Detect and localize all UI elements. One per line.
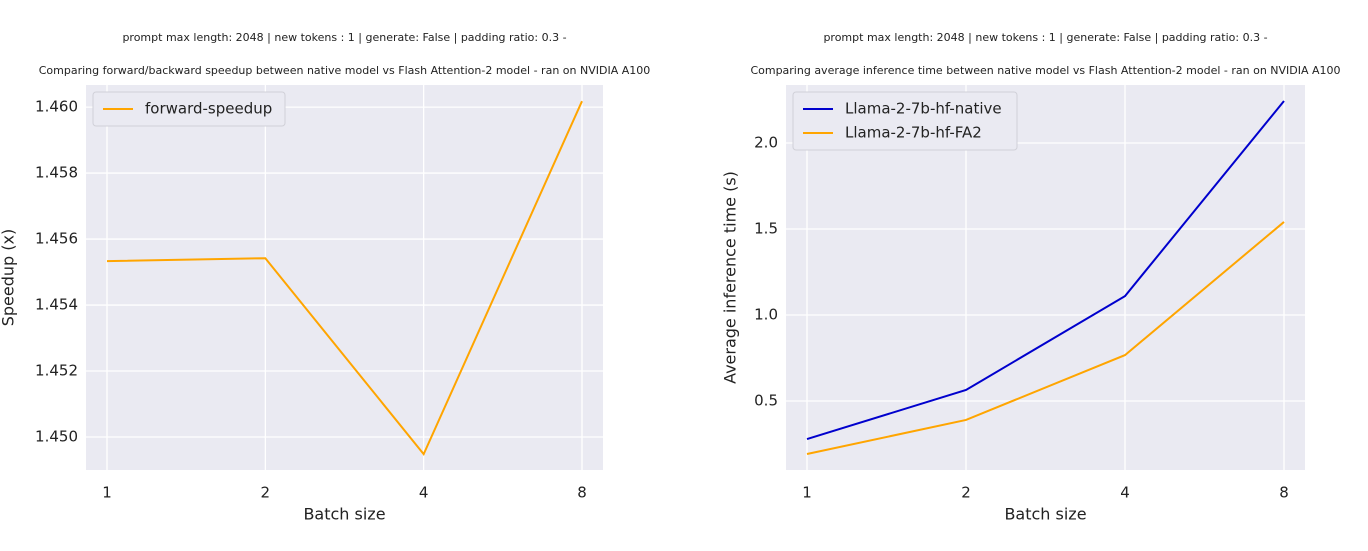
legend-label: forward-speedup — [145, 100, 272, 118]
x-tick-label: 1 — [802, 484, 812, 502]
legend-box — [792, 91, 1018, 151]
y-axis-label: Speedup (x) — [0, 229, 18, 327]
y-tick-label: 1.450 — [35, 428, 78, 446]
y-tick-label: 1.454 — [35, 296, 78, 314]
y-tick-label: 1.458 — [35, 164, 78, 182]
x-tick-label: 4 — [419, 484, 429, 502]
x-tick-label: 2 — [261, 484, 271, 502]
y-tick-label: 1.460 — [35, 98, 78, 116]
x-axis-label: Batch size — [303, 505, 385, 524]
x-tick-label: 8 — [577, 484, 587, 502]
x-tick-label: 4 — [1120, 484, 1130, 502]
y-axis-label: Average inference time (s) — [721, 171, 740, 384]
x-axis-label: Batch size — [1004, 505, 1086, 524]
chart-title: Comparing forward/backward speedup betwe… — [39, 64, 650, 77]
x-tick-label: 8 — [1279, 484, 1289, 502]
legend-label: Llama-2-7b-hf-native — [845, 100, 1002, 118]
y-tick-label: 1.456 — [35, 230, 78, 248]
chart-title: Comparing average inference time between… — [750, 64, 1340, 77]
y-tick-label: 1.0 — [754, 306, 778, 324]
y-tick-label: 2.0 — [754, 133, 778, 151]
chart-subtitle: prompt max length: 2048 | new tokens : 1… — [122, 31, 566, 44]
y-tick-label: 1.452 — [35, 362, 78, 380]
y-tick-label: 0.5 — [754, 392, 778, 410]
line — [806, 100, 1285, 440]
chart-subtitle: prompt max length: 2048 | new tokens : 1… — [823, 31, 1267, 44]
x-tick-label: 1 — [102, 484, 112, 502]
legend-label: Llama-2-7b-hf-FA2 — [845, 124, 982, 142]
plot-area — [86, 85, 603, 470]
x-tick-label: 2 — [961, 484, 971, 502]
line — [806, 221, 1285, 455]
legend-box — [92, 91, 286, 127]
line — [106, 100, 583, 457]
y-tick-label: 1.5 — [754, 219, 778, 237]
